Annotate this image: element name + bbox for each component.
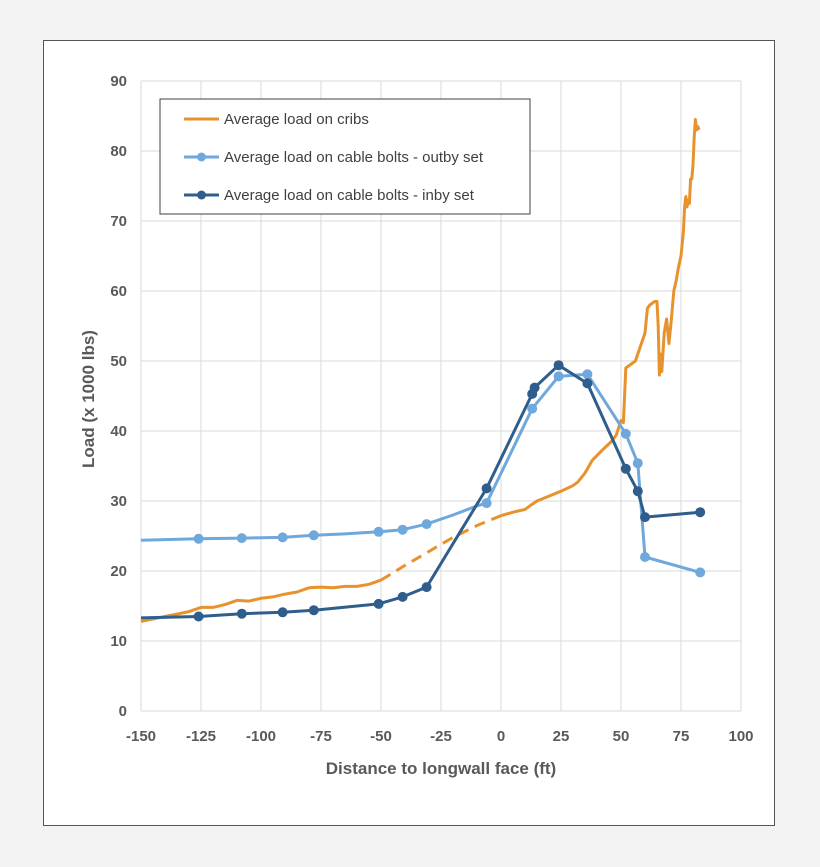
legend-label-0: Average load on cribs [224, 111, 369, 128]
inby-marker [632, 486, 643, 497]
series-cribs-line-solid [500, 118, 701, 518]
legend-marker-2 [197, 190, 206, 200]
outby-marker [527, 403, 538, 414]
inby-marker [193, 611, 204, 622]
outby-marker [481, 498, 492, 509]
outby-marker [632, 458, 643, 469]
y-tick-label: 20 [110, 563, 127, 580]
outby-marker [553, 371, 564, 382]
x-tick-label: 50 [613, 728, 630, 745]
legend-label-2: Average load on cable bolts - inby set [224, 187, 475, 204]
outby-marker [421, 519, 432, 530]
inby-marker [553, 360, 564, 371]
inby-marker [421, 582, 432, 593]
y-tick-label: 70 [110, 213, 127, 230]
inby-marker [397, 591, 408, 602]
x-tick-label: 0 [497, 728, 505, 745]
x-tick-label: -75 [310, 728, 332, 745]
y-tick-label: 0 [119, 703, 127, 720]
outby-marker [582, 369, 593, 380]
outby-marker [193, 533, 204, 544]
outby-marker [373, 526, 384, 537]
x-tick-label: -150 [126, 728, 156, 745]
inby-marker [695, 507, 706, 518]
inby-marker [620, 463, 631, 474]
legend-marker-1 [197, 152, 206, 162]
x-tick-label: -100 [246, 728, 276, 745]
inby-marker [308, 605, 319, 616]
x-tick-label: -125 [186, 728, 216, 745]
x-axis-title: Distance to longwall face (ft) [326, 759, 556, 778]
outby-marker [397, 524, 408, 535]
inby-marker [277, 607, 288, 618]
inby-marker [481, 483, 492, 494]
inby-marker [529, 382, 540, 393]
x-tick-label: 75 [673, 728, 690, 745]
inby-marker [236, 608, 247, 619]
x-tick-label: -50 [370, 728, 392, 745]
y-axis-title: Load (x 1000 lbs) [79, 330, 98, 468]
outby-marker [620, 428, 631, 439]
series-cribs-line-dashed [380, 514, 502, 582]
y-tick-label: 90 [110, 73, 127, 90]
x-tick-label: 25 [553, 728, 570, 745]
legend-label-1: Average load on cable bolts - outby set [224, 149, 484, 166]
series-inby-line [140, 363, 701, 620]
outby-marker [640, 552, 650, 562]
series-outby-line [140, 372, 701, 574]
outby-marker [695, 567, 706, 578]
y-tick-label: 10 [110, 633, 127, 650]
y-tick-label: 60 [110, 283, 127, 300]
inby-marker [640, 512, 650, 523]
y-tick-label: 80 [110, 143, 127, 160]
y-tick-label: 50 [110, 353, 127, 370]
y-tick-label: 40 [110, 423, 127, 440]
x-tick-label: 100 [728, 728, 753, 745]
outby-marker [277, 532, 288, 543]
inby-marker [582, 378, 593, 389]
outby-marker [236, 533, 247, 544]
outby-marker [308, 530, 319, 541]
series-cribs-line-solid [140, 578, 382, 623]
x-tick-label: -25 [430, 728, 452, 745]
y-tick-label: 30 [110, 493, 127, 510]
inby-marker [373, 598, 384, 609]
legend-box [159, 98, 531, 215]
